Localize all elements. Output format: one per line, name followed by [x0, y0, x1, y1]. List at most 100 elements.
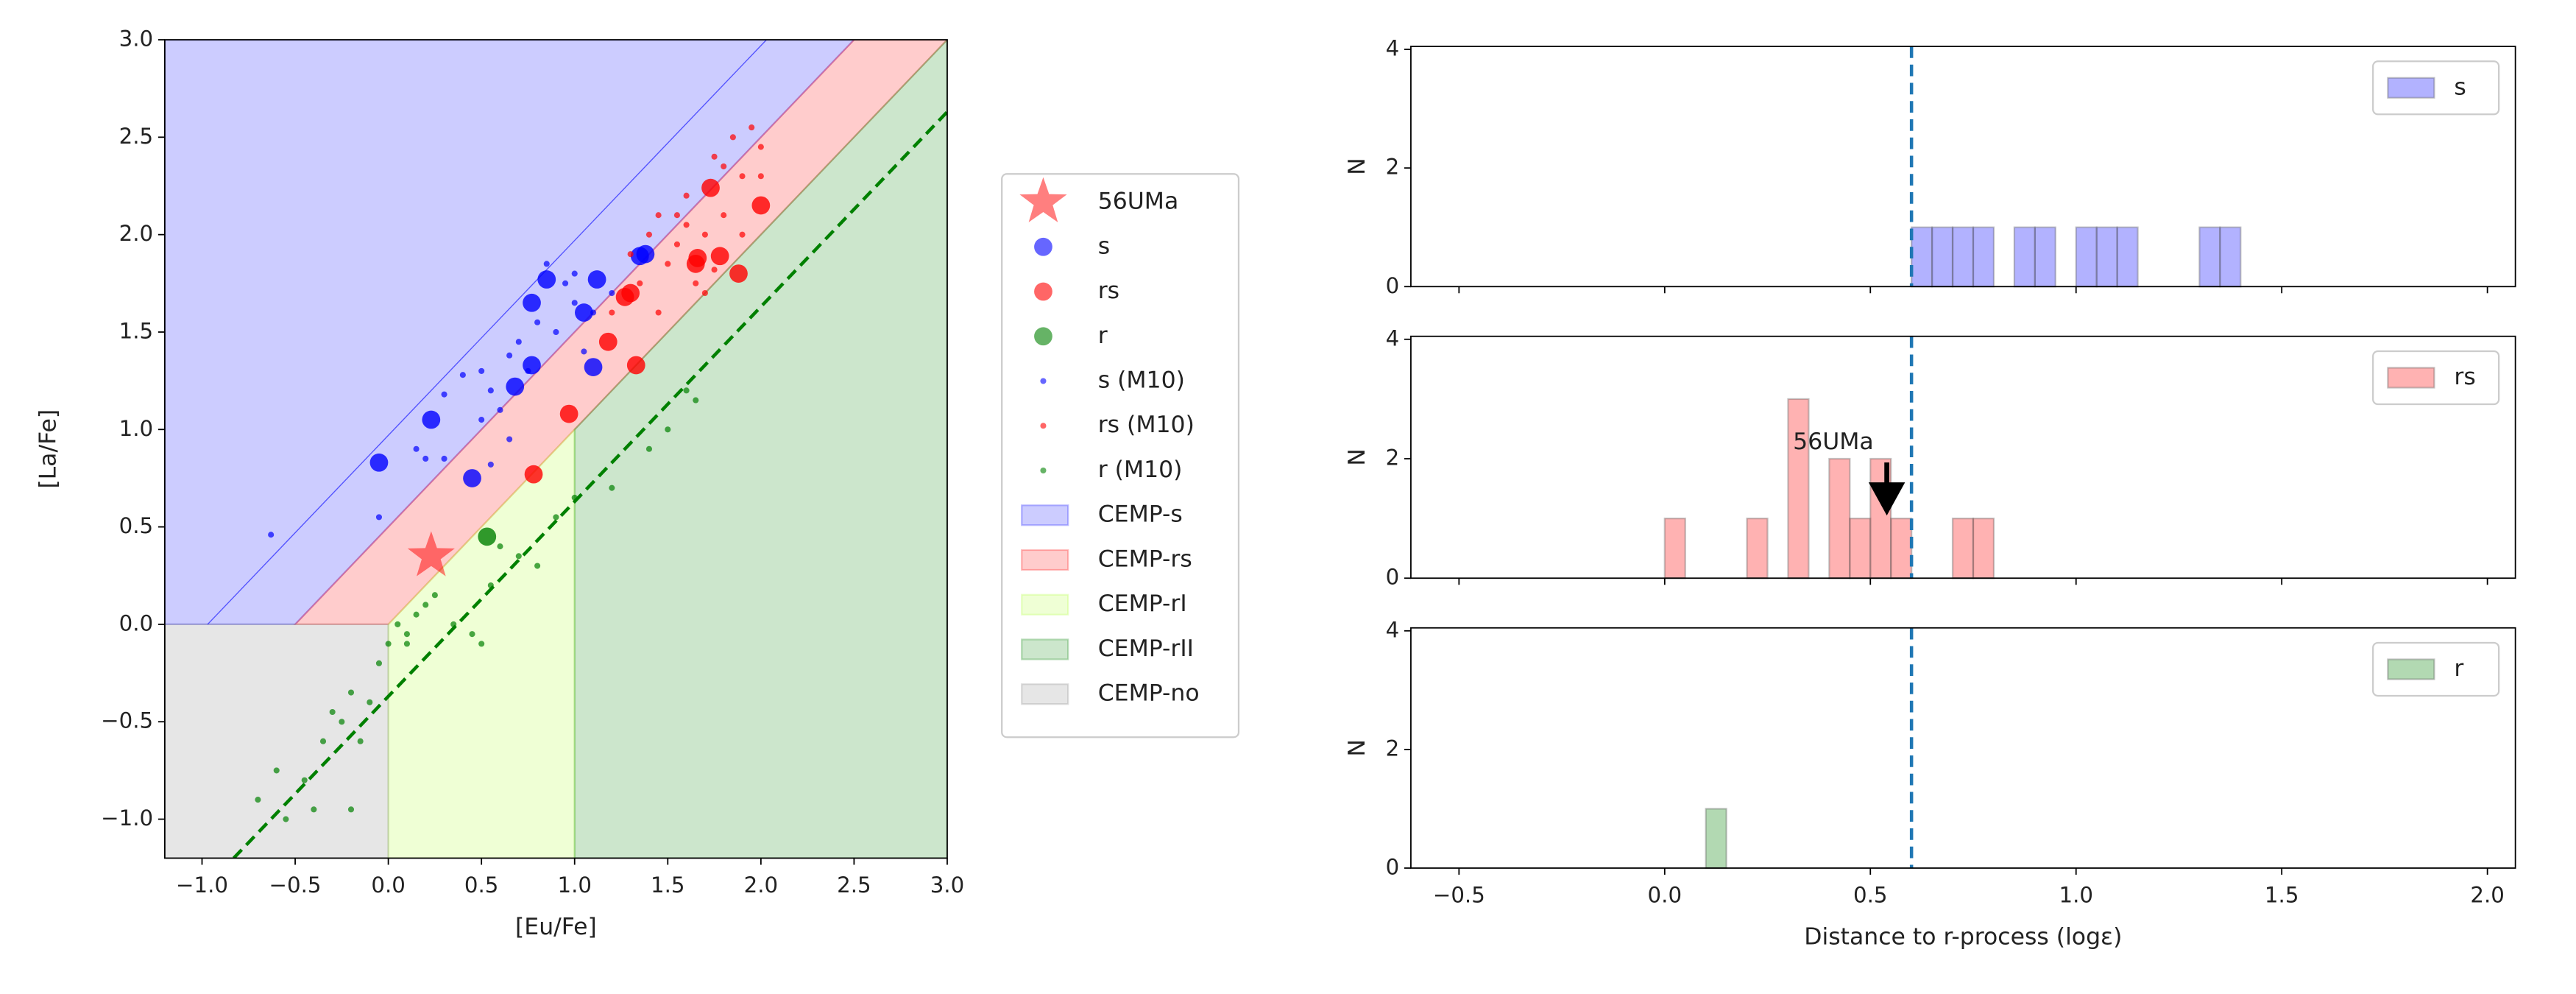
x-tick-label: 2.0: [2470, 883, 2505, 908]
legend-label: r: [2454, 655, 2463, 682]
axes-frame: [1410, 46, 2516, 288]
point: [711, 153, 718, 160]
y-tick-label: 4: [1386, 325, 1400, 350]
point: [673, 212, 680, 219]
y-tick-label: 4: [1386, 36, 1400, 61]
histogram-bar: [1951, 226, 1975, 288]
x-tick-label: 1.0: [2059, 883, 2093, 908]
point: [587, 270, 606, 289]
point: [581, 348, 587, 355]
axes-frame: [163, 39, 948, 859]
point: [301, 777, 308, 783]
point: [319, 738, 327, 744]
legend-label: r (M10): [1098, 457, 1183, 483]
legend-label: s: [1098, 233, 1110, 259]
point: [739, 231, 746, 238]
point: [375, 660, 383, 666]
point: [478, 367, 485, 374]
point: [590, 309, 597, 316]
histogram-bar: [1911, 226, 1933, 288]
point: [329, 708, 336, 716]
point: [543, 261, 550, 267]
y-tick-label: 2: [1386, 736, 1400, 761]
histogram-bar: [1890, 518, 1913, 579]
y-tick-label: 2.0: [119, 221, 154, 246]
point: [553, 328, 559, 336]
x-tick-label: −0.5: [269, 873, 322, 898]
region: [293, 40, 947, 626]
point: [273, 767, 280, 774]
y-tick-label: 2: [1386, 445, 1400, 470]
point: [645, 445, 653, 452]
histogram-bar: [2198, 226, 2221, 288]
legend-label: rs: [1098, 278, 1119, 304]
y-tick-label: 4: [1386, 617, 1400, 642]
point: [506, 377, 525, 396]
point: [469, 631, 475, 638]
legend-patch: [2387, 658, 2435, 680]
histogram-bar: [2075, 226, 2098, 288]
point: [683, 222, 690, 228]
x-tick-label: 0.0: [371, 873, 405, 898]
line: [207, 40, 767, 625]
point: [403, 631, 410, 638]
point: [627, 251, 634, 258]
axes-frame: [1410, 335, 2516, 579]
legend-label: rs (M10): [1098, 412, 1195, 438]
point: [524, 465, 543, 484]
point: [757, 173, 764, 180]
point: [497, 406, 503, 413]
y-tick-label: 1.0: [119, 416, 154, 441]
point: [721, 212, 727, 219]
point: [710, 247, 729, 266]
point: [559, 404, 578, 423]
y-tick-label: −0.5: [101, 708, 153, 733]
x-tick-label: 1.0: [557, 873, 592, 898]
x-tick-label: −0.5: [1433, 883, 1485, 908]
point: [683, 387, 690, 394]
point: [463, 469, 481, 487]
legend-label: s: [2454, 74, 2466, 100]
point: [478, 527, 497, 546]
point: [749, 124, 755, 131]
point: [637, 280, 643, 286]
point: [729, 264, 748, 283]
x-tick-label: 1.5: [651, 873, 685, 898]
point: [385, 641, 392, 647]
point: [584, 358, 603, 376]
point: [375, 514, 383, 521]
histogram-bar: [2095, 226, 2118, 288]
point: [369, 453, 389, 472]
point: [413, 445, 420, 452]
point: [394, 621, 401, 627]
legend-label: s (M10): [1098, 367, 1185, 394]
point: [525, 367, 531, 374]
point: [422, 455, 429, 462]
y-tick-label: 0: [1386, 565, 1400, 590]
point: [413, 611, 420, 618]
legend-patch: [1021, 593, 1069, 616]
histogram-bar: [2219, 226, 2242, 288]
legend-patch: [2387, 367, 2435, 389]
point: [534, 319, 541, 325]
histogram-bar: [1705, 808, 1727, 870]
point: [693, 280, 699, 286]
line: [232, 110, 947, 859]
point: [665, 261, 671, 267]
point: [515, 553, 522, 560]
point: [665, 426, 671, 433]
y-tick-label: 0: [1386, 854, 1400, 879]
point: [571, 300, 578, 306]
point: [751, 196, 771, 215]
point: [357, 738, 364, 744]
y-tick-label: −1.0: [101, 806, 153, 831]
axes-frame: [1410, 627, 2516, 869]
point: [311, 806, 317, 813]
legend-patch: [1021, 504, 1069, 526]
point: [711, 267, 718, 273]
x-tick-label: 3.0: [930, 873, 965, 898]
point: [268, 532, 275, 538]
legend-marker: [1034, 327, 1052, 346]
